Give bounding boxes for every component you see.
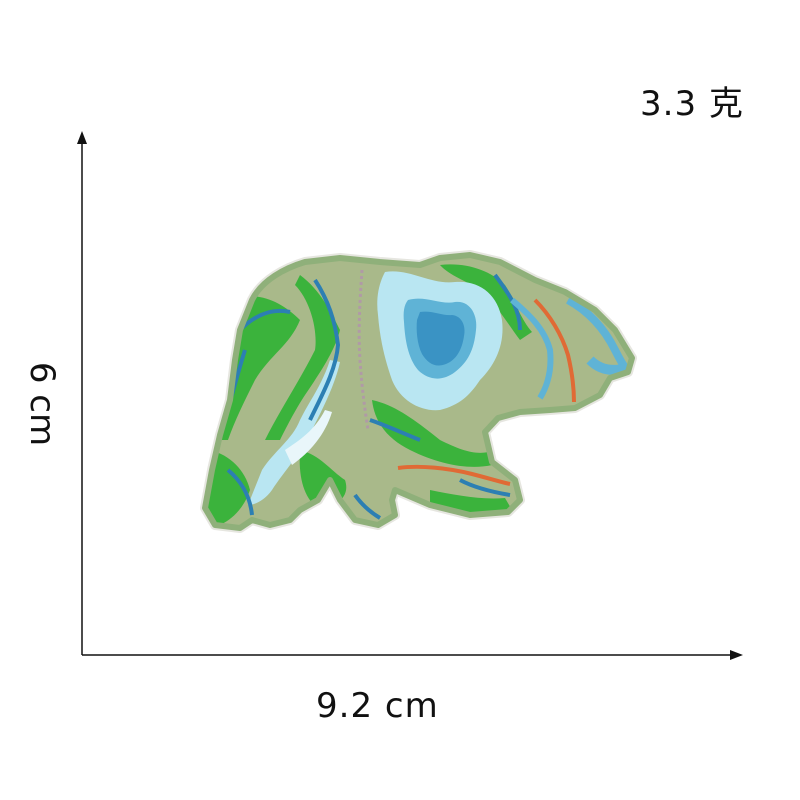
- vertical-axis-arrowhead: [77, 131, 87, 144]
- patch-stitched-border: [202, 252, 635, 531]
- width-label: 9.2 cm: [316, 686, 439, 726]
- height-label: 6 cm: [22, 361, 62, 447]
- weight-label: 3.3 克: [640, 84, 744, 124]
- horizontal-axis-arrowhead: [730, 650, 743, 660]
